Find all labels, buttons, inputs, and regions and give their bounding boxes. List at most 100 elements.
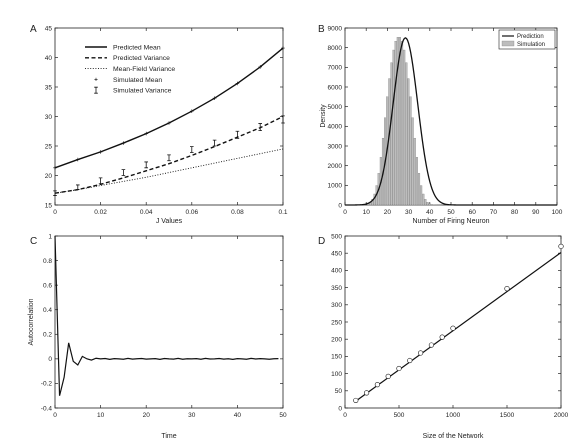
data-point [450, 325, 456, 331]
panel-a-y-tick-label: 45 [45, 25, 53, 32]
legend-label: Predicted Variance [113, 55, 170, 62]
simulated-mean-point [144, 131, 148, 136]
simulated-variance-errorbar [144, 161, 148, 169]
panel-a-ticks: 0 0.02 0.04 0.06 0.08 0.1 15 20 25 30 35 40 45 [45, 25, 288, 216]
panel-b-ticks: 0 10 20 30 40 50 60 70 80 90 100010002000300040005… [328, 25, 563, 216]
panel-a-y-tick-label: 20 [45, 173, 53, 180]
simulated-variance-errorbar [212, 139, 217, 147]
panel-b-x-tick-label: 0 [343, 209, 347, 216]
simulation-bar [411, 117, 414, 206]
panel-b-x-tick-label: 90 [532, 209, 540, 216]
simulation-bar [422, 193, 425, 206]
data-point [374, 382, 381, 388]
simulated-mean-point [121, 141, 126, 145]
legend-marker-errorbar [94, 86, 98, 94]
simulated-variance-errorbar [121, 169, 126, 176]
simulation-bar [403, 49, 406, 206]
panel-c-y-tick-label: 0 [48, 356, 52, 363]
simulation-bar [428, 203, 431, 206]
panel-c-x-tick-label: 50 [279, 412, 287, 419]
data-point [364, 390, 370, 396]
data-point [428, 342, 435, 348]
simulated-variance-errorbar [235, 130, 240, 139]
simulation-bar [390, 62, 393, 206]
panel-a-x-tick-label: 0.06 [185, 209, 198, 216]
simulated-mean-point [212, 96, 217, 101]
panel-d: D 0 500 1000 1500 2000 0 50 100 150 200 250 300 350 4… [318, 233, 569, 440]
legend-marker-plus [94, 77, 98, 81]
panel-c-x-axis-label: Time [161, 433, 176, 440]
data-point [385, 373, 391, 379]
panel-d-marks [353, 243, 564, 404]
prediction-curve [345, 37, 557, 206]
panel-d-y-tick-label: 500 [331, 233, 342, 240]
simulation-bar [394, 41, 397, 206]
panel-c-y-tick-label: 1 [48, 233, 52, 240]
panel-c-y-tick-label: 0.4 [43, 307, 52, 314]
simulated-mean-point [53, 166, 57, 170]
data-point [558, 243, 564, 249]
panel-d-x-tick-label: 2000 [554, 412, 569, 419]
panel-c-y-tick-label: -0.2 [41, 381, 53, 388]
data-point [396, 365, 402, 372]
simulation-bar [401, 41, 404, 206]
simulation-bar [407, 78, 410, 206]
panel-c-marks [54, 235, 279, 396]
panel-b-y-tick-label: 1000 [328, 183, 343, 190]
fit-line [355, 252, 562, 402]
data-point [418, 350, 424, 356]
panel-c-label: C [30, 236, 37, 247]
series-line-predicted-variance [54, 115, 284, 194]
simulation-bar [424, 199, 427, 206]
autocorrelation-line [54, 235, 279, 396]
panel-c-y-tick-label: 0.8 [43, 258, 52, 265]
panel-d-x-tick-label: 0 [343, 412, 347, 419]
panel-a-x-tick-label: 0.04 [140, 209, 153, 216]
panel-d-y-tick-label: 450 [331, 251, 342, 258]
panel-c-x-tick-label: 30 [188, 412, 196, 419]
panel-b-x-tick-label: 80 [511, 209, 519, 216]
panel-b-y-tick-label: 7000 [328, 65, 343, 72]
legend-label: Prediction [517, 34, 544, 40]
data-point [407, 357, 413, 364]
panel-b-y-tick-label: 2000 [328, 163, 343, 170]
panel-c-x-tick-label: 10 [97, 412, 105, 419]
panel-a-y-tick-label: 25 [45, 143, 53, 150]
simulation-bar [415, 157, 418, 206]
panel-d-y-tick-label: 400 [331, 268, 342, 275]
simulated-mean-point [167, 121, 171, 125]
panel-b-x-tick-label: 10 [363, 209, 371, 216]
simulation-bar [396, 37, 399, 206]
simulated-variance-errorbar [281, 115, 285, 124]
panel-a-marks [53, 46, 285, 196]
simulated-mean-point [190, 109, 194, 113]
simulation-bar [430, 204, 433, 206]
simulated-variance-errorbar [167, 154, 171, 162]
panel-b-y-tick-label: 4000 [328, 124, 343, 131]
panel-a-x-tick-label: 0.08 [231, 209, 244, 216]
panel-c-x-tick-label: 20 [143, 412, 151, 419]
panel-c-x-tick-label: 0 [53, 412, 57, 419]
panel-c-ticks: 0 10 20 30 40 50 -0.4 -0.2 0 0.2 0.4 0.6 0.8 1 [41, 233, 287, 419]
panel-b-plot-area [344, 27, 558, 206]
panel-a-y-tick-label: 40 [45, 55, 53, 62]
panel-a-legend: Predicted Mean Predicted Variance Mean-Fie… [85, 44, 175, 95]
simulated-variance-errorbar [190, 146, 194, 153]
panel-a-x-tick-label: 0.02 [94, 209, 107, 216]
panel-a-y-tick-label: 35 [45, 84, 53, 91]
panel-d-ticks: 0 500 1000 1500 2000 0 50 100 150 200 250 300 350 400… [331, 233, 568, 419]
simulated-variance-errorbar [258, 123, 262, 132]
legend-label: Predicted Mean [113, 44, 161, 51]
panel-a: A 0 0.02 0.04 0.06 0.08 0.1 15 20 25 30 35 40 45 J V… [30, 24, 288, 225]
panel-a-x-tick-label: 0.1 [278, 209, 287, 216]
panel-c-y-tick-label: 0.6 [43, 282, 52, 289]
simulated-variance-errorbar [98, 177, 103, 185]
panel-b-x-axis-label: Number of Firing Neuron [412, 218, 489, 225]
panel-c-plot-area [54, 235, 284, 409]
simulation-bar [417, 173, 421, 206]
simulated-mean-point [235, 81, 240, 86]
simulated-mean-point [76, 157, 80, 162]
panel-a-y-tick-label: 30 [45, 114, 53, 121]
simulation-bar [426, 202, 429, 206]
panel-c-x-tick-label: 40 [234, 412, 242, 419]
